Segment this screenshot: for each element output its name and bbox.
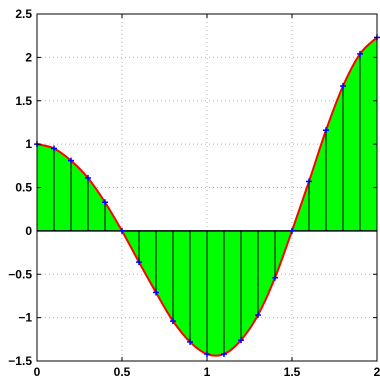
data-point (221, 351, 227, 358)
data-point (323, 127, 329, 134)
data-point (153, 289, 159, 296)
y-tick-label: 2.5 (15, 7, 32, 21)
x-tick-label: 0.5 (114, 365, 131, 379)
y-tick-label: 2 (25, 50, 32, 64)
data-point (272, 274, 278, 281)
x-tick-label: 0 (34, 365, 41, 379)
data-point (136, 259, 142, 266)
y-tick-label: 0.5 (15, 181, 32, 195)
data-point (187, 338, 193, 345)
data-point (68, 157, 74, 164)
y-tick-label: −1.5 (8, 354, 32, 368)
data-point (289, 227, 295, 234)
data-point (119, 227, 125, 234)
x-axis-ticks: 0 0.5 1 1.5 2 (34, 14, 380, 379)
x-tick-label: 1 (204, 365, 211, 379)
y-tick-label: 0 (25, 224, 32, 238)
y-tick-label: −0.5 (8, 267, 32, 281)
data-point (102, 199, 108, 206)
data-point (51, 145, 57, 152)
data-point (340, 83, 346, 90)
data-point (357, 50, 363, 57)
data-point (170, 318, 176, 325)
y-tick-label: −1 (18, 311, 32, 325)
data-point (238, 337, 244, 344)
data-point (255, 312, 261, 319)
x-tick-label: 2 (374, 365, 380, 379)
data-point (204, 351, 210, 358)
stems (36, 37, 378, 355)
y-axis-ticks: −1.5 −1 −0.5 0 0.5 1 1.5 2 2.5 (8, 7, 377, 368)
x-tick-label: 1.5 (284, 365, 301, 379)
y-tick-label: 1.5 (15, 94, 32, 108)
data-point (306, 178, 312, 185)
data-point (85, 174, 91, 181)
y-tick-label: 1 (25, 137, 32, 151)
